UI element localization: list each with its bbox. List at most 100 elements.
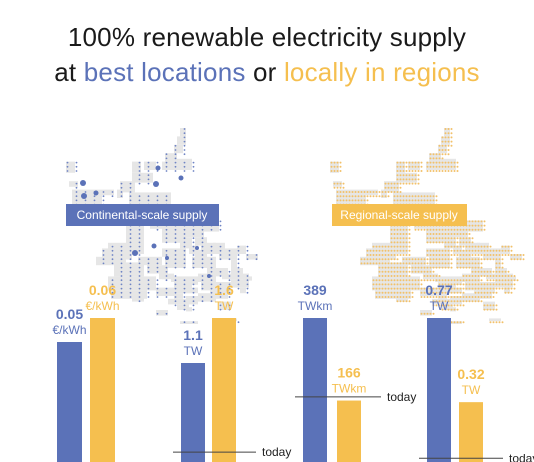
map-dot bbox=[465, 266, 468, 269]
map-dot bbox=[486, 296, 489, 298]
map-dot bbox=[378, 287, 381, 290]
map-dot bbox=[417, 195, 420, 198]
map-dot bbox=[255, 254, 258, 256]
map-dot bbox=[393, 254, 396, 256]
map-dot bbox=[156, 258, 159, 261]
map-land bbox=[444, 237, 456, 249]
map-dot bbox=[102, 195, 105, 198]
map-dot bbox=[228, 279, 231, 282]
map-dot bbox=[138, 270, 141, 273]
map-dot bbox=[453, 241, 456, 244]
map-dot bbox=[165, 237, 168, 240]
bars-layer: 0.05€/kWh0.06€/kWh1.1TW1.6TWtoday389TWkm… bbox=[52, 282, 534, 462]
map-dot bbox=[429, 291, 432, 294]
map-dot bbox=[444, 136, 447, 139]
map-dot bbox=[399, 296, 402, 298]
map-land bbox=[159, 265, 168, 280]
map-dot bbox=[366, 199, 369, 202]
map-dot bbox=[429, 262, 432, 265]
map-dot bbox=[486, 258, 489, 261]
map-dot bbox=[129, 186, 132, 189]
map-dot bbox=[138, 233, 141, 235]
map-dot bbox=[438, 279, 441, 282]
map-dot bbox=[441, 279, 444, 282]
map-dot bbox=[228, 308, 231, 311]
map-land bbox=[108, 276, 156, 291]
map-dot bbox=[336, 199, 339, 202]
map-dot bbox=[498, 287, 501, 290]
map-dot bbox=[489, 258, 492, 261]
map-dot bbox=[333, 170, 336, 172]
map-dot bbox=[444, 170, 447, 172]
map-dot bbox=[102, 254, 105, 256]
map-dot bbox=[426, 254, 429, 256]
map-dot bbox=[183, 291, 186, 294]
map-dot bbox=[429, 266, 432, 269]
map-dot bbox=[432, 241, 435, 244]
map-dot bbox=[345, 191, 348, 193]
map-dot bbox=[393, 186, 396, 189]
map-dot bbox=[111, 191, 114, 193]
map-dot bbox=[210, 275, 213, 277]
map-dot bbox=[438, 262, 441, 265]
map-dot bbox=[228, 254, 231, 256]
map-dot bbox=[450, 136, 453, 139]
map-dot bbox=[447, 233, 450, 235]
map-dot bbox=[414, 161, 417, 164]
map-land bbox=[177, 136, 186, 145]
map-dot bbox=[429, 153, 432, 156]
map-dot bbox=[411, 266, 414, 269]
map-dot bbox=[372, 262, 375, 265]
map-dot bbox=[462, 233, 465, 235]
map-dot bbox=[468, 258, 471, 261]
map-dot bbox=[405, 266, 408, 269]
map-dot bbox=[501, 275, 504, 277]
map-dot bbox=[138, 182, 141, 185]
map-dot bbox=[504, 245, 507, 248]
map-dot bbox=[477, 245, 480, 248]
map-dot bbox=[438, 304, 441, 307]
map-dot bbox=[435, 287, 438, 290]
map-dot bbox=[510, 254, 513, 256]
map-land bbox=[459, 237, 471, 246]
map-dot bbox=[372, 258, 375, 261]
map-dot bbox=[369, 254, 372, 256]
map-dot bbox=[414, 283, 417, 286]
map-dot bbox=[480, 220, 483, 223]
map-dot bbox=[468, 228, 471, 231]
map-dot bbox=[402, 241, 405, 244]
map-dot bbox=[438, 241, 441, 244]
map-dot bbox=[408, 262, 411, 265]
map-dot bbox=[387, 262, 390, 265]
map-dot bbox=[426, 199, 429, 202]
map-dot bbox=[138, 195, 141, 198]
map-dot bbox=[456, 300, 459, 303]
map-dot bbox=[84, 199, 87, 202]
map-dot bbox=[120, 245, 123, 248]
map-dot bbox=[129, 199, 132, 202]
map-dot bbox=[435, 241, 438, 244]
map-land bbox=[450, 296, 462, 305]
map-dot bbox=[414, 170, 417, 172]
map-dot bbox=[438, 296, 441, 298]
map-dot bbox=[138, 245, 141, 248]
map-dot bbox=[210, 249, 213, 252]
map-dot bbox=[471, 283, 474, 286]
map-dot bbox=[384, 275, 387, 277]
map-dot bbox=[477, 275, 480, 277]
map-dot bbox=[468, 275, 471, 277]
map-dot bbox=[147, 287, 150, 290]
map-dot bbox=[84, 191, 87, 193]
map-dot bbox=[390, 279, 393, 282]
map-dot bbox=[387, 283, 390, 286]
map-dot bbox=[339, 170, 342, 172]
map-dot bbox=[480, 224, 483, 227]
map-dot bbox=[201, 241, 204, 244]
map-dot bbox=[165, 266, 168, 269]
map-dot bbox=[420, 291, 423, 294]
map-dot bbox=[474, 287, 477, 290]
map-land bbox=[138, 256, 162, 266]
map-dot bbox=[477, 220, 480, 223]
map-dot bbox=[228, 283, 231, 286]
map-dot bbox=[408, 287, 411, 290]
